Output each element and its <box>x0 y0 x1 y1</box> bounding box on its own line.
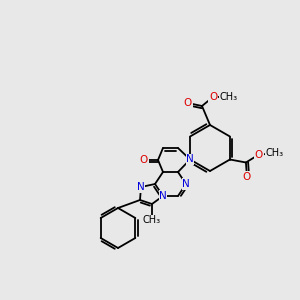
Text: O: O <box>209 92 217 102</box>
Text: N: N <box>159 191 167 201</box>
Text: O: O <box>184 98 192 108</box>
Text: O: O <box>243 172 251 182</box>
Text: CH₃: CH₃ <box>266 148 284 158</box>
Text: N: N <box>182 179 190 189</box>
Text: O: O <box>140 155 148 165</box>
Text: O: O <box>255 149 263 160</box>
Text: N: N <box>137 182 145 192</box>
Text: CH₃: CH₃ <box>220 92 238 102</box>
Text: N: N <box>186 154 194 164</box>
Text: CH₃: CH₃ <box>143 215 161 225</box>
